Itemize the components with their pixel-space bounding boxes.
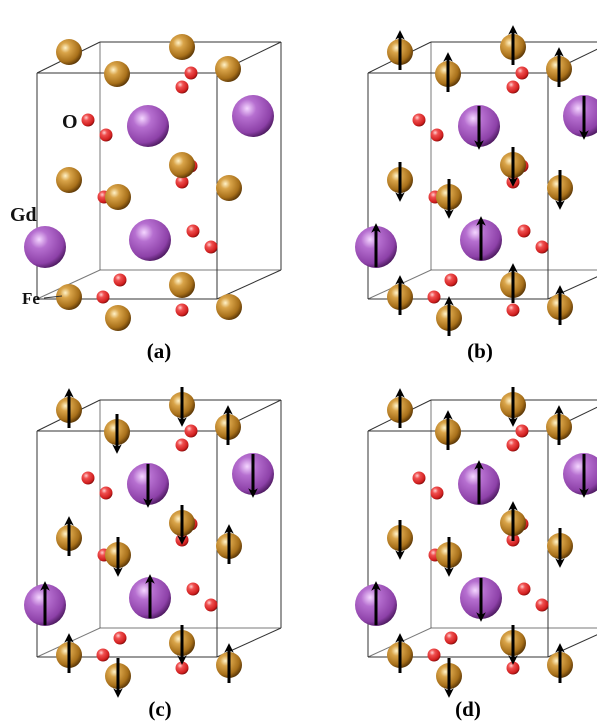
caption-b: (b) (467, 339, 493, 363)
o-atom (113, 631, 127, 645)
o-atom (175, 80, 189, 94)
o-atom (506, 80, 520, 94)
o-atom (515, 424, 529, 438)
o-atom (506, 438, 520, 452)
caption-a: (a) (147, 339, 172, 363)
gd-atom (127, 105, 169, 147)
panel-c (24, 387, 282, 698)
o-atom (81, 113, 95, 127)
fe-atom (56, 39, 82, 65)
o-atom (444, 273, 458, 287)
o-atom (515, 66, 529, 80)
fe-atom (215, 56, 241, 82)
panel-d (355, 387, 597, 698)
o-atom (427, 648, 441, 662)
oxygen-label: O (62, 111, 78, 133)
o-atom (444, 631, 458, 645)
gd-atom (563, 453, 597, 495)
fe-atom (105, 305, 131, 331)
fe-atom (216, 175, 242, 201)
o-atom (184, 424, 198, 438)
fe-atom (56, 167, 82, 193)
gd-atom (232, 95, 274, 137)
o-atom (506, 303, 520, 317)
o-atom (427, 290, 441, 304)
o-atom (535, 240, 549, 254)
fe-atom (105, 184, 131, 210)
o-atom (99, 486, 113, 500)
caption-d: (d) (455, 697, 481, 721)
o-atom (204, 240, 218, 254)
panel-b (355, 25, 597, 336)
gadolinium-label: Gd (10, 204, 37, 226)
o-atom (113, 273, 127, 287)
fe-atom (169, 152, 195, 178)
iron-label-pointer (43, 295, 63, 299)
o-atom (175, 175, 189, 189)
o-atom (96, 290, 110, 304)
unit-cell-edge (547, 276, 597, 300)
unit-cell-edge (547, 634, 597, 658)
iron-label: Fe (22, 289, 40, 308)
o-atom (412, 471, 426, 485)
gd-atom (24, 226, 66, 268)
fe-atom (169, 34, 195, 60)
o-atom (517, 582, 531, 596)
gd-atom (563, 95, 597, 137)
o-atom (186, 224, 200, 238)
o-atom (204, 598, 218, 612)
o-atom (517, 224, 531, 238)
o-atom (81, 471, 95, 485)
o-atom (430, 486, 444, 500)
o-atom (535, 598, 549, 612)
o-atom (412, 113, 426, 127)
o-atom (184, 66, 198, 80)
o-atom (175, 438, 189, 452)
o-atom (175, 661, 189, 675)
o-atom (506, 661, 520, 675)
o-atom (175, 303, 189, 317)
fe-atom (169, 272, 195, 298)
fe-atom (104, 61, 130, 87)
gd-atom (129, 219, 171, 261)
caption-c: (c) (148, 697, 171, 721)
o-atom (186, 582, 200, 596)
panel-a (24, 34, 282, 331)
fe-atom (216, 294, 242, 320)
fe-atom (56, 284, 82, 310)
o-atom (430, 128, 444, 142)
o-atom (99, 128, 113, 142)
o-atom (96, 648, 110, 662)
